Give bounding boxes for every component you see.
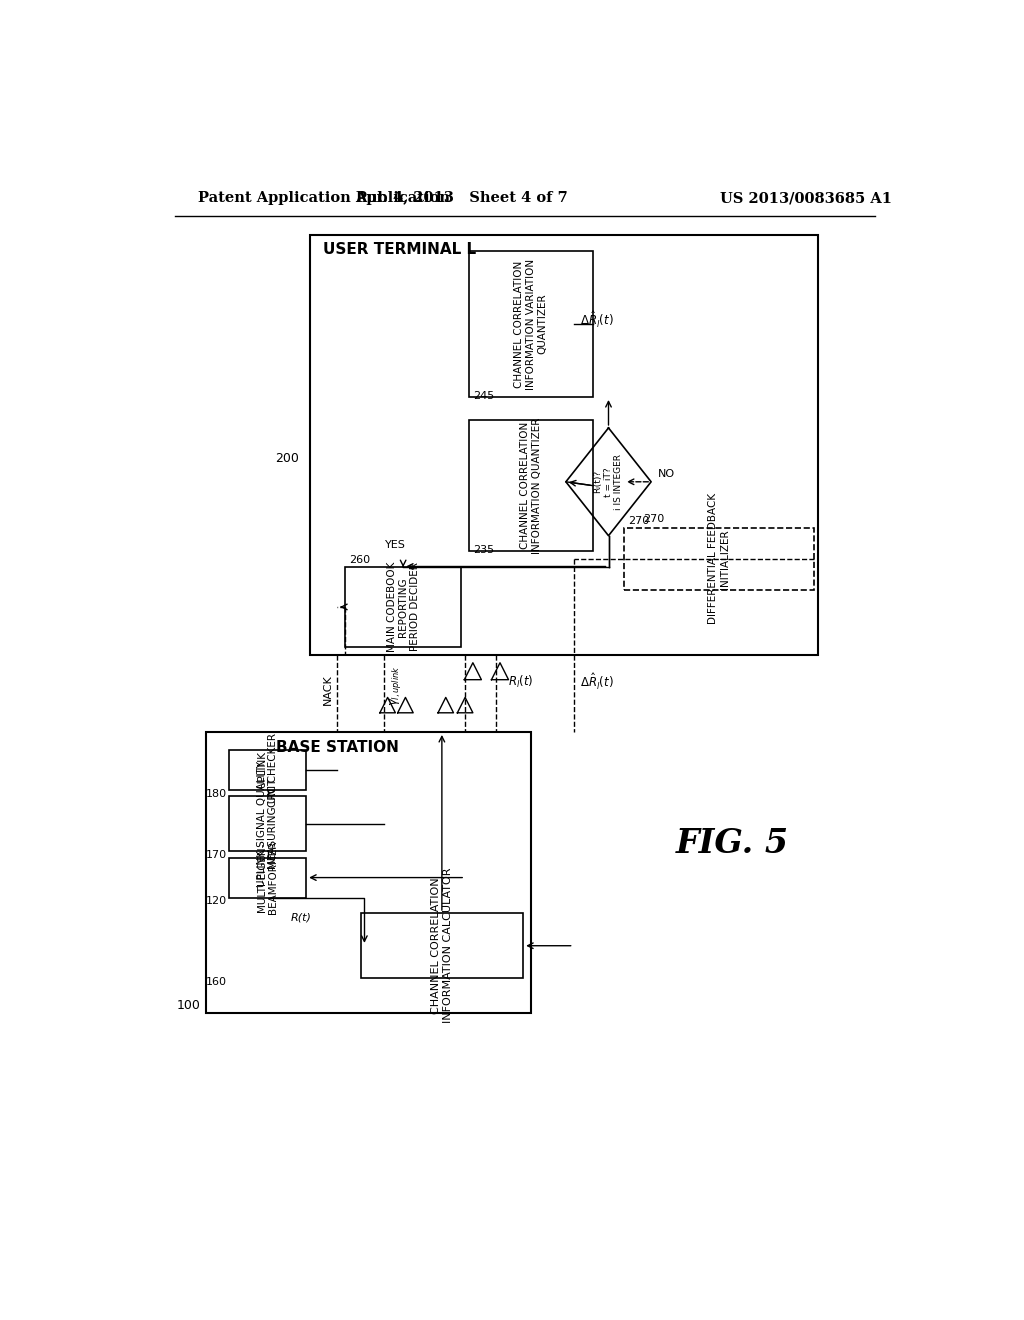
Text: CHANNEL CORRELATION
INFORMATION QUANTIZER: CHANNEL CORRELATION INFORMATION QUANTIZE… <box>520 417 542 554</box>
Text: $R_l(t)$: $R_l(t)$ <box>508 675 534 690</box>
Bar <box>228 796 306 851</box>
Text: MULTI-EIGEN-
BEAMFORMER: MULTI-EIGEN- BEAMFORMER <box>257 841 279 915</box>
Text: 200: 200 <box>274 453 299 465</box>
Text: 260: 260 <box>349 554 370 565</box>
Text: BASE STATION: BASE STATION <box>275 741 398 755</box>
Text: 270: 270 <box>628 516 649 527</box>
Bar <box>310 235 818 655</box>
Text: 160: 160 <box>206 977 227 987</box>
Text: Patent Application Publication: Patent Application Publication <box>198 191 450 206</box>
Text: MAIN CODEBOOK
REPORTING
PERIOD DECIDER: MAIN CODEBOOK REPORTING PERIOD DECIDER <box>386 562 420 652</box>
Bar <box>624 528 814 590</box>
Text: Rₗ(t)?
t = iT?
i IS INTEGER: Rₗ(t)? t = iT? i IS INTEGER <box>594 454 624 510</box>
Text: UPLINK
CRC CHECKER: UPLINK CRC CHECKER <box>257 733 279 807</box>
Text: YES: YES <box>385 540 406 550</box>
Text: US 2013/0083685 A1: US 2013/0083685 A1 <box>720 191 892 206</box>
Text: DIFFERENTIAL FEEDBACK
INITIALIZER: DIFFERENTIAL FEEDBACK INITIALIZER <box>709 494 730 624</box>
Text: 180: 180 <box>206 788 227 799</box>
Text: R(t): R(t) <box>291 913 311 923</box>
Text: $\gamma_{l,uplink}$: $\gamma_{l,uplink}$ <box>388 665 402 706</box>
Text: 100: 100 <box>176 999 200 1012</box>
Text: CHANNEL CORRELATION
INFORMATION CALCULATOR: CHANNEL CORRELATION INFORMATION CALCULAT… <box>431 869 453 1023</box>
Text: Apr. 4, 2013   Sheet 4 of 7: Apr. 4, 2013 Sheet 4 of 7 <box>355 191 567 206</box>
Text: 235: 235 <box>473 545 494 554</box>
Text: NACK: NACK <box>324 675 334 705</box>
Bar <box>360 913 523 978</box>
Bar <box>206 733 531 1014</box>
Bar <box>469 251 593 397</box>
Bar <box>228 750 306 789</box>
Text: 270: 270 <box>643 515 665 524</box>
Text: 170: 170 <box>206 850 227 861</box>
Text: UPLINK SIGNAL QUALITY
MEASURING UNIT: UPLINK SIGNAL QUALITY MEASURING UNIT <box>257 760 279 887</box>
Text: 120: 120 <box>206 896 227 907</box>
Text: 245: 245 <box>473 391 495 401</box>
Bar <box>345 566 461 647</box>
Text: CHANNEL CORRELATION
INFORMATION VARIATION
QUANTIZER: CHANNEL CORRELATION INFORMATION VARIATIO… <box>514 259 548 389</box>
Bar <box>469 420 593 552</box>
Text: FIG. 5: FIG. 5 <box>676 828 790 861</box>
Text: $\Delta\hat{R}_l(t)$: $\Delta\hat{R}_l(t)$ <box>580 672 613 692</box>
Text: NO: NO <box>658 469 675 479</box>
Text: USER TERMINAL L: USER TERMINAL L <box>323 242 476 257</box>
Text: $\Delta\hat{R}_l(t)$: $\Delta\hat{R}_l(t)$ <box>580 310 613 330</box>
Bar <box>228 858 306 898</box>
